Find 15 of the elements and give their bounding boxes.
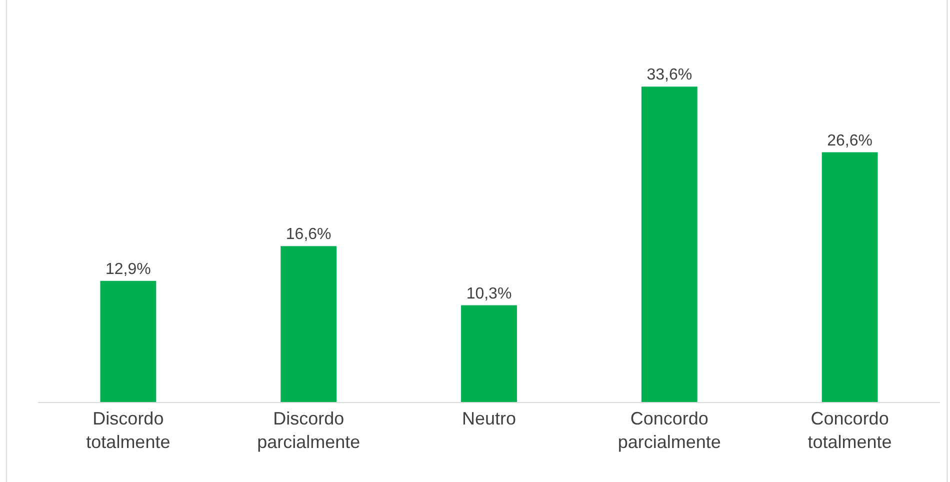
data-label: 10,3% <box>466 285 512 302</box>
bar <box>461 305 517 402</box>
data-label: 26,6% <box>827 132 872 150</box>
x-tick-label: Neutro <box>462 408 516 429</box>
data-label: 16,6% <box>286 226 332 244</box>
data-label: 33,6% <box>646 66 692 84</box>
x-tick-label: Discordo totalmente <box>86 408 170 452</box>
bar <box>822 152 878 402</box>
x-tick-label: Concordo totalmente <box>808 408 892 452</box>
bar <box>641 86 698 402</box>
bar <box>280 246 337 402</box>
data-label: 12,9% <box>106 260 151 278</box>
x-tick-label: Concordo parcialmente <box>618 408 721 452</box>
x-tick-label: Discordo parcialmente <box>257 408 360 452</box>
bar <box>100 280 156 402</box>
